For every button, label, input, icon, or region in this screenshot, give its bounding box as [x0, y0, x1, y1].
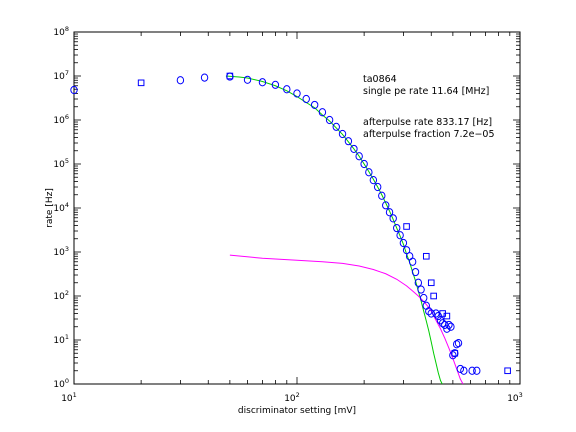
- data-point-circle: [332, 122, 340, 131]
- y-axis-tick-labels: 100 101 102 103 104 105 106 107 108: [53, 25, 69, 390]
- data-point-circle: [355, 152, 363, 161]
- data-point-square: [422, 252, 430, 260]
- data-point-circle: [447, 322, 455, 331]
- data-point-square: [427, 279, 435, 287]
- data-point-square: [504, 367, 511, 375]
- data-point-circle: [338, 129, 347, 139]
- annotation-afterpulse-rate: afterpulse rate 833.17 [Hz]: [363, 117, 492, 128]
- y-axis-ticks: [74, 33, 520, 385]
- y-tick-label: 102: [53, 289, 69, 302]
- data-point-circle: [271, 80, 280, 89]
- y-axis-label: rate [Hz]: [45, 188, 55, 228]
- data-point-circle: [243, 75, 252, 84]
- y-tick-label: 106: [53, 113, 69, 126]
- annotation-detector-id: ta0864: [363, 74, 397, 85]
- data-point-square: [451, 349, 459, 357]
- data-point-circle: [473, 366, 481, 375]
- data-point-circle: [389, 214, 397, 223]
- data-point-circle: [456, 364, 465, 374]
- y-tick-label: 107: [53, 69, 69, 82]
- data-point-circle: [283, 85, 291, 94]
- x-tick-label: 103: [507, 391, 523, 404]
- data-point-circle: [325, 115, 334, 125]
- data-point-circle: [432, 309, 440, 318]
- y-tick-label: 101: [53, 333, 69, 346]
- data-point-circle: [399, 238, 408, 248]
- data-point-square: [137, 79, 145, 87]
- data-markers: [70, 72, 511, 375]
- data-point-circle: [445, 320, 453, 330]
- data-point-circle: [454, 339, 463, 348]
- data-point-circle: [360, 159, 368, 169]
- data-point-circle: [425, 307, 433, 316]
- data-point-square: [403, 223, 410, 230]
- data-point-circle: [396, 231, 404, 240]
- data-point-circle: [293, 89, 301, 98]
- y-tick-label: 103: [53, 245, 69, 258]
- data-point-circle: [414, 278, 423, 287]
- data-point-circle: [408, 257, 417, 266]
- data-point-circle: [302, 94, 310, 104]
- data-point-circle: [176, 76, 185, 85]
- data-point-circle: [318, 108, 327, 117]
- data-point-circle: [427, 309, 435, 318]
- x-axis-tick-labels: 101 102 103: [61, 391, 523, 404]
- data-point-circle: [373, 182, 382, 192]
- annotation-afterpulse-fraction: afterpulse fraction 7.2e−05: [363, 129, 495, 140]
- annotation-single-pe-rate: single pe rate 11.64 [MHz]: [363, 86, 489, 97]
- x-tick-label: 102: [284, 391, 300, 404]
- data-point-circle: [393, 223, 401, 233]
- x-axis-ticks: [73, 32, 511, 384]
- data-point-circle: [369, 176, 378, 185]
- data-point-square: [430, 292, 437, 300]
- data-point-circle: [378, 191, 386, 200]
- data-point-circle: [350, 144, 358, 154]
- data-point-square: [443, 312, 451, 320]
- data-point-circle: [411, 267, 420, 277]
- afterpulse-fit-curve: [229, 254, 464, 385]
- data-point-circle: [365, 168, 373, 177]
- y-tick-label: 104: [53, 201, 69, 214]
- data-point-circle: [385, 208, 394, 217]
- plot-area: [73, 31, 521, 385]
- data-point-circle: [420, 293, 428, 303]
- data-point-circle: [468, 366, 476, 375]
- data-point-circle: [417, 285, 425, 294]
- y-tick-label: 105: [53, 157, 69, 170]
- data-point-square: [226, 72, 234, 80]
- data-point-circle: [344, 137, 353, 146]
- y-tick-label: 100: [53, 377, 69, 390]
- data-point-circle: [382, 201, 390, 210]
- data-point-circle: [452, 340, 461, 349]
- data-point-circle: [70, 85, 78, 95]
- data-point-circle: [310, 100, 319, 110]
- data-point-circle: [200, 73, 209, 82]
- data-point-circle: [449, 351, 457, 360]
- x-tick-label: 101: [61, 391, 77, 404]
- y-tick-label: 108: [53, 25, 69, 38]
- data-point-circle: [258, 78, 267, 87]
- x-axis-label: discriminator setting [mV]: [238, 406, 356, 416]
- data-point-circle: [460, 366, 468, 375]
